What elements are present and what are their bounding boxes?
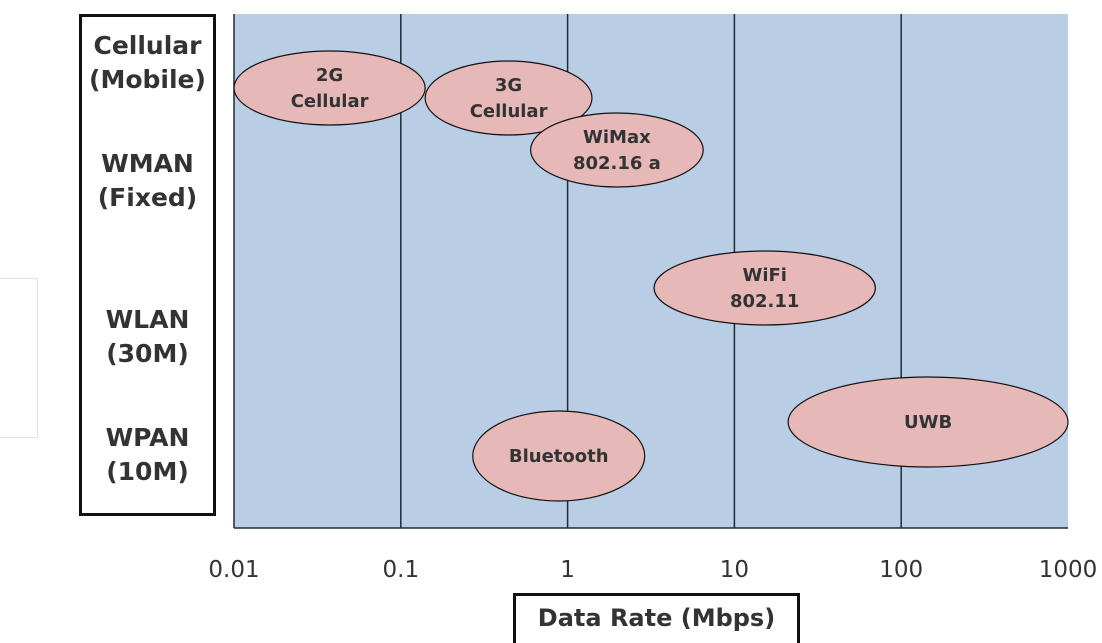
- ellipse-wifi: [653, 250, 876, 326]
- ellipse-bluetooth: [472, 410, 646, 502]
- ellipse-label-wifi: 802.11: [730, 291, 799, 312]
- ellipse-wimax: [529, 112, 704, 188]
- ellipse-label-3g: Cellular: [470, 101, 548, 122]
- x-tick-label: 100: [879, 557, 923, 583]
- ellipse-label-wimax: WiMax: [583, 127, 651, 148]
- x-tick-label: 1000: [1039, 557, 1098, 583]
- x-tick-label: 10: [720, 557, 749, 583]
- ellipse-uwb: [787, 376, 1069, 468]
- category-legend: Cellular (Mobile) WMAN (Fixed) WLAN (30M…: [79, 14, 216, 516]
- category-label-cellular: Cellular (Mobile): [89, 31, 206, 94]
- category-label-wpan: WPAN (10M): [105, 423, 190, 486]
- x-axis-label: Data Rate (Mbps): [513, 593, 800, 643]
- faded-side-box: [0, 278, 38, 438]
- x-tick-label: 0.01: [208, 557, 259, 583]
- ellipse-3g: [424, 60, 593, 136]
- ellipse-label-2g: Cellular: [291, 91, 369, 112]
- ellipse-label-3g: 3G: [495, 75, 522, 96]
- ellipse-label-uwb: UWB: [904, 412, 952, 433]
- x-tick-label: 1: [560, 557, 575, 583]
- ellipse-label-2g: 2G: [316, 65, 343, 86]
- x-tick-label: 0.1: [383, 557, 420, 583]
- ellipse-label-wifi: WiFi: [742, 265, 787, 286]
- ellipse-2g: [233, 50, 426, 126]
- category-label-wman: WMAN (Fixed): [97, 149, 198, 212]
- category-label-wlan: WLAN (30M): [105, 305, 190, 368]
- ellipse-label-wimax: 802.16 a: [573, 153, 661, 174]
- ellipse-label-bluetooth: Bluetooth: [509, 446, 609, 467]
